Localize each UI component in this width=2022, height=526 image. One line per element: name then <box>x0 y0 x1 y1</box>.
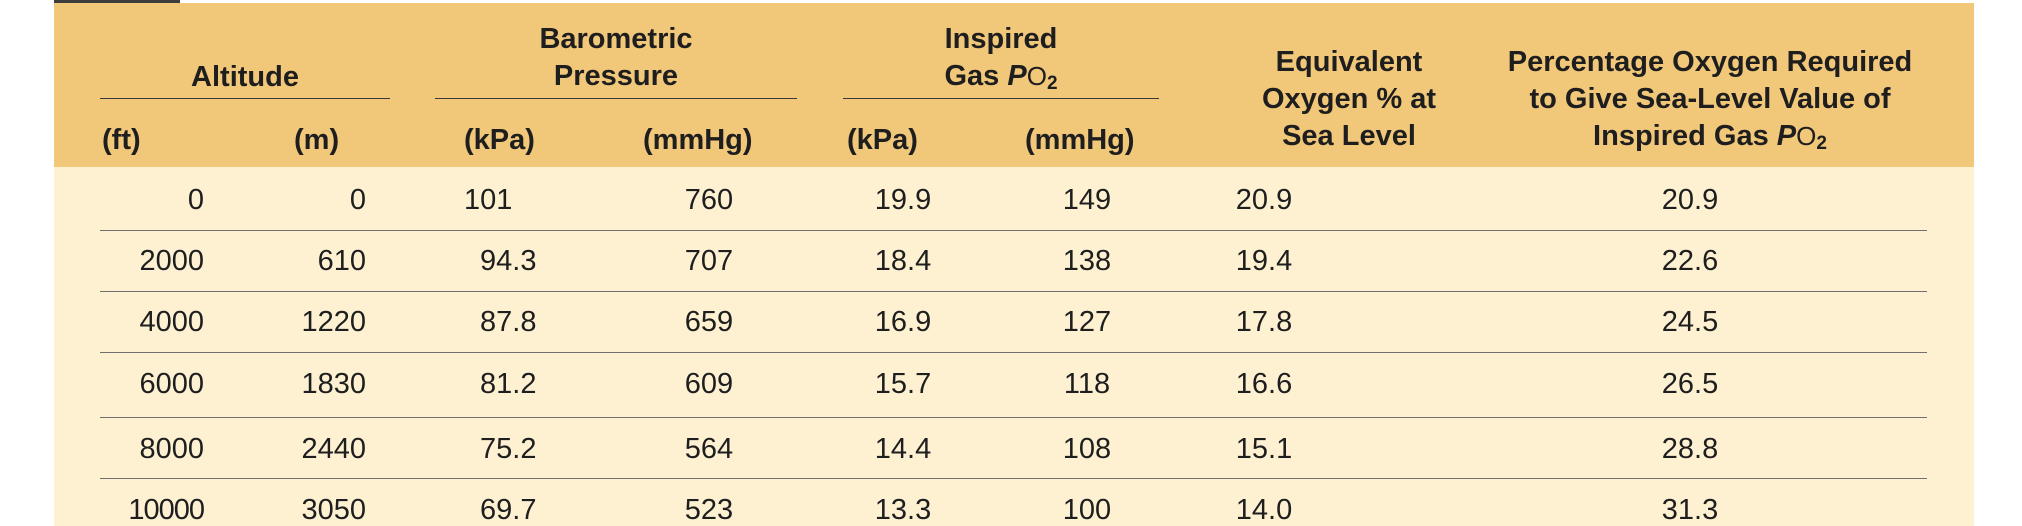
cell-equivalent: 17.8 <box>1235 306 1293 338</box>
unit-header-baro-kpa: (kPa) <box>464 124 535 156</box>
cell-insp-mmhg: 127 <box>1062 306 1112 338</box>
row-divider <box>100 478 1927 479</box>
cell-baro-kpa: 101 <box>464 184 513 216</box>
altitude-oxygen-table: Altitude Barometric Pressure Inspired Ga… <box>54 3 1974 526</box>
cell-percentage: 31.3 <box>1661 494 1719 526</box>
header-equivalent-line1: Equivalent <box>1275 46 1423 78</box>
cell-baro-mmhg: 523 <box>684 494 734 526</box>
header-percentage-po2-p: P <box>1776 120 1797 152</box>
cell-ft: 0 <box>187 184 204 216</box>
cell-equivalent: 19.4 <box>1235 245 1293 277</box>
inspired-group-rule <box>843 98 1159 99</box>
header-barometric-line2: Pressure <box>553 60 679 92</box>
cell-percentage: 24.5 <box>1661 306 1719 338</box>
header-barometric-pressure: Barometric Pressure <box>435 21 797 95</box>
cell-insp-mmhg: 149 <box>1062 184 1112 216</box>
cell-m: 0 <box>349 184 366 216</box>
unit-header-m: (m) <box>294 124 340 156</box>
cell-m: 1220 <box>301 306 366 338</box>
cell-ft: 2000 <box>139 245 204 277</box>
barometric-group-rule <box>435 98 797 99</box>
header-inspired-po2-p: P <box>1007 60 1027 92</box>
cell-ft: 4000 <box>139 306 204 338</box>
row-divider <box>100 291 1927 292</box>
cell-m: 1830 <box>301 368 366 400</box>
cell-m: 610 <box>317 245 366 277</box>
altitude-group-rule <box>100 98 390 99</box>
header-percentage-line3: Inspired Gas PO2 <box>1490 118 1930 162</box>
cell-baro-mmhg: 707 <box>684 245 734 277</box>
unit-header-insp-mmhg: (mmHg) <box>1025 124 1135 156</box>
header-percentage-oxygen-required: Percentage Oxygen Required to Give Sea-L… <box>1490 44 1930 162</box>
header-altitude: Altitude <box>100 59 390 96</box>
cell-ft: 8000 <box>139 433 204 465</box>
row-divider <box>100 230 1927 231</box>
cell-baro-mmhg: 659 <box>684 306 734 338</box>
table-header <box>54 3 1974 167</box>
header-inspired-po2-sub: 2 <box>1046 73 1058 94</box>
cell-equivalent: 20.9 <box>1235 184 1293 216</box>
cell-baro-kpa: 75.2 <box>480 433 537 465</box>
header-equivalent-oxygen: Equivalent Oxygen % at Sea Level <box>1204 44 1494 155</box>
cell-baro-kpa: 94.3 <box>480 245 537 277</box>
cell-baro-mmhg: 609 <box>684 368 734 400</box>
cell-ft: 10000 <box>128 494 205 526</box>
cell-insp-kpa: 15.7 <box>874 368 932 400</box>
header-inspired-po2-o: O <box>1026 61 1047 91</box>
header-percentage-line1: Percentage Oxygen Required <box>1507 46 1913 78</box>
cell-insp-kpa: 16.9 <box>874 306 932 338</box>
unit-header-insp-kpa: (kPa) <box>847 124 918 156</box>
header-equivalent-line3: Sea Level <box>1282 120 1416 152</box>
header-inspired-line1: Inspired <box>944 23 1058 55</box>
header-percentage-po2-o: O <box>1796 121 1817 151</box>
cell-percentage: 28.8 <box>1661 433 1719 465</box>
cell-baro-kpa: 69.7 <box>480 494 537 526</box>
cell-ft: 6000 <box>139 368 204 400</box>
cell-percentage: 22.6 <box>1661 245 1719 277</box>
cell-baro-kpa: 87.8 <box>480 306 537 338</box>
header-percentage-line2: to Give Sea-Level Value of <box>1529 83 1891 115</box>
cell-baro-mmhg: 564 <box>684 433 734 465</box>
cell-percentage: 20.9 <box>1661 184 1719 216</box>
cell-equivalent: 14.0 <box>1235 494 1293 526</box>
cell-equivalent: 16.6 <box>1235 368 1293 400</box>
unit-header-baro-mmhg: (mmHg) <box>643 124 753 156</box>
cell-baro-kpa: 81.2 <box>480 368 537 400</box>
header-percentage-prefix: Inspired Gas <box>1593 120 1777 152</box>
cell-baro-mmhg: 760 <box>684 184 734 216</box>
cell-insp-kpa: 13.3 <box>874 494 932 526</box>
header-inspired-gas-po2: Inspired Gas PO2 <box>843 21 1159 102</box>
cell-insp-kpa: 19.9 <box>874 184 932 216</box>
cell-insp-mmhg: 108 <box>1062 433 1112 465</box>
cell-m: 3050 <box>301 494 366 526</box>
header-equivalent-line2: Oxygen % at <box>1261 83 1437 115</box>
header-barometric-line1: Barometric <box>539 23 693 55</box>
cell-m: 2440 <box>301 433 366 465</box>
cell-insp-kpa: 18.4 <box>874 245 932 277</box>
header-percentage-po2-sub: 2 <box>1816 133 1827 154</box>
unit-header-ft: (ft) <box>102 124 141 156</box>
header-inspired-gas-prefix: Gas <box>944 60 1008 92</box>
cell-percentage: 26.5 <box>1661 368 1719 400</box>
header-inspired-line2: Gas PO2 <box>843 58 1159 102</box>
corner-tab <box>54 0 180 4</box>
cell-equivalent: 15.1 <box>1235 433 1293 465</box>
cell-insp-mmhg: 100 <box>1062 494 1112 526</box>
row-divider <box>100 417 1927 418</box>
cell-insp-mmhg: 118 <box>1063 368 1111 400</box>
header-altitude-text: Altitude <box>191 61 299 93</box>
row-divider <box>100 352 1927 353</box>
cell-insp-mmhg: 138 <box>1062 245 1112 277</box>
cell-insp-kpa: 14.4 <box>874 433 932 465</box>
